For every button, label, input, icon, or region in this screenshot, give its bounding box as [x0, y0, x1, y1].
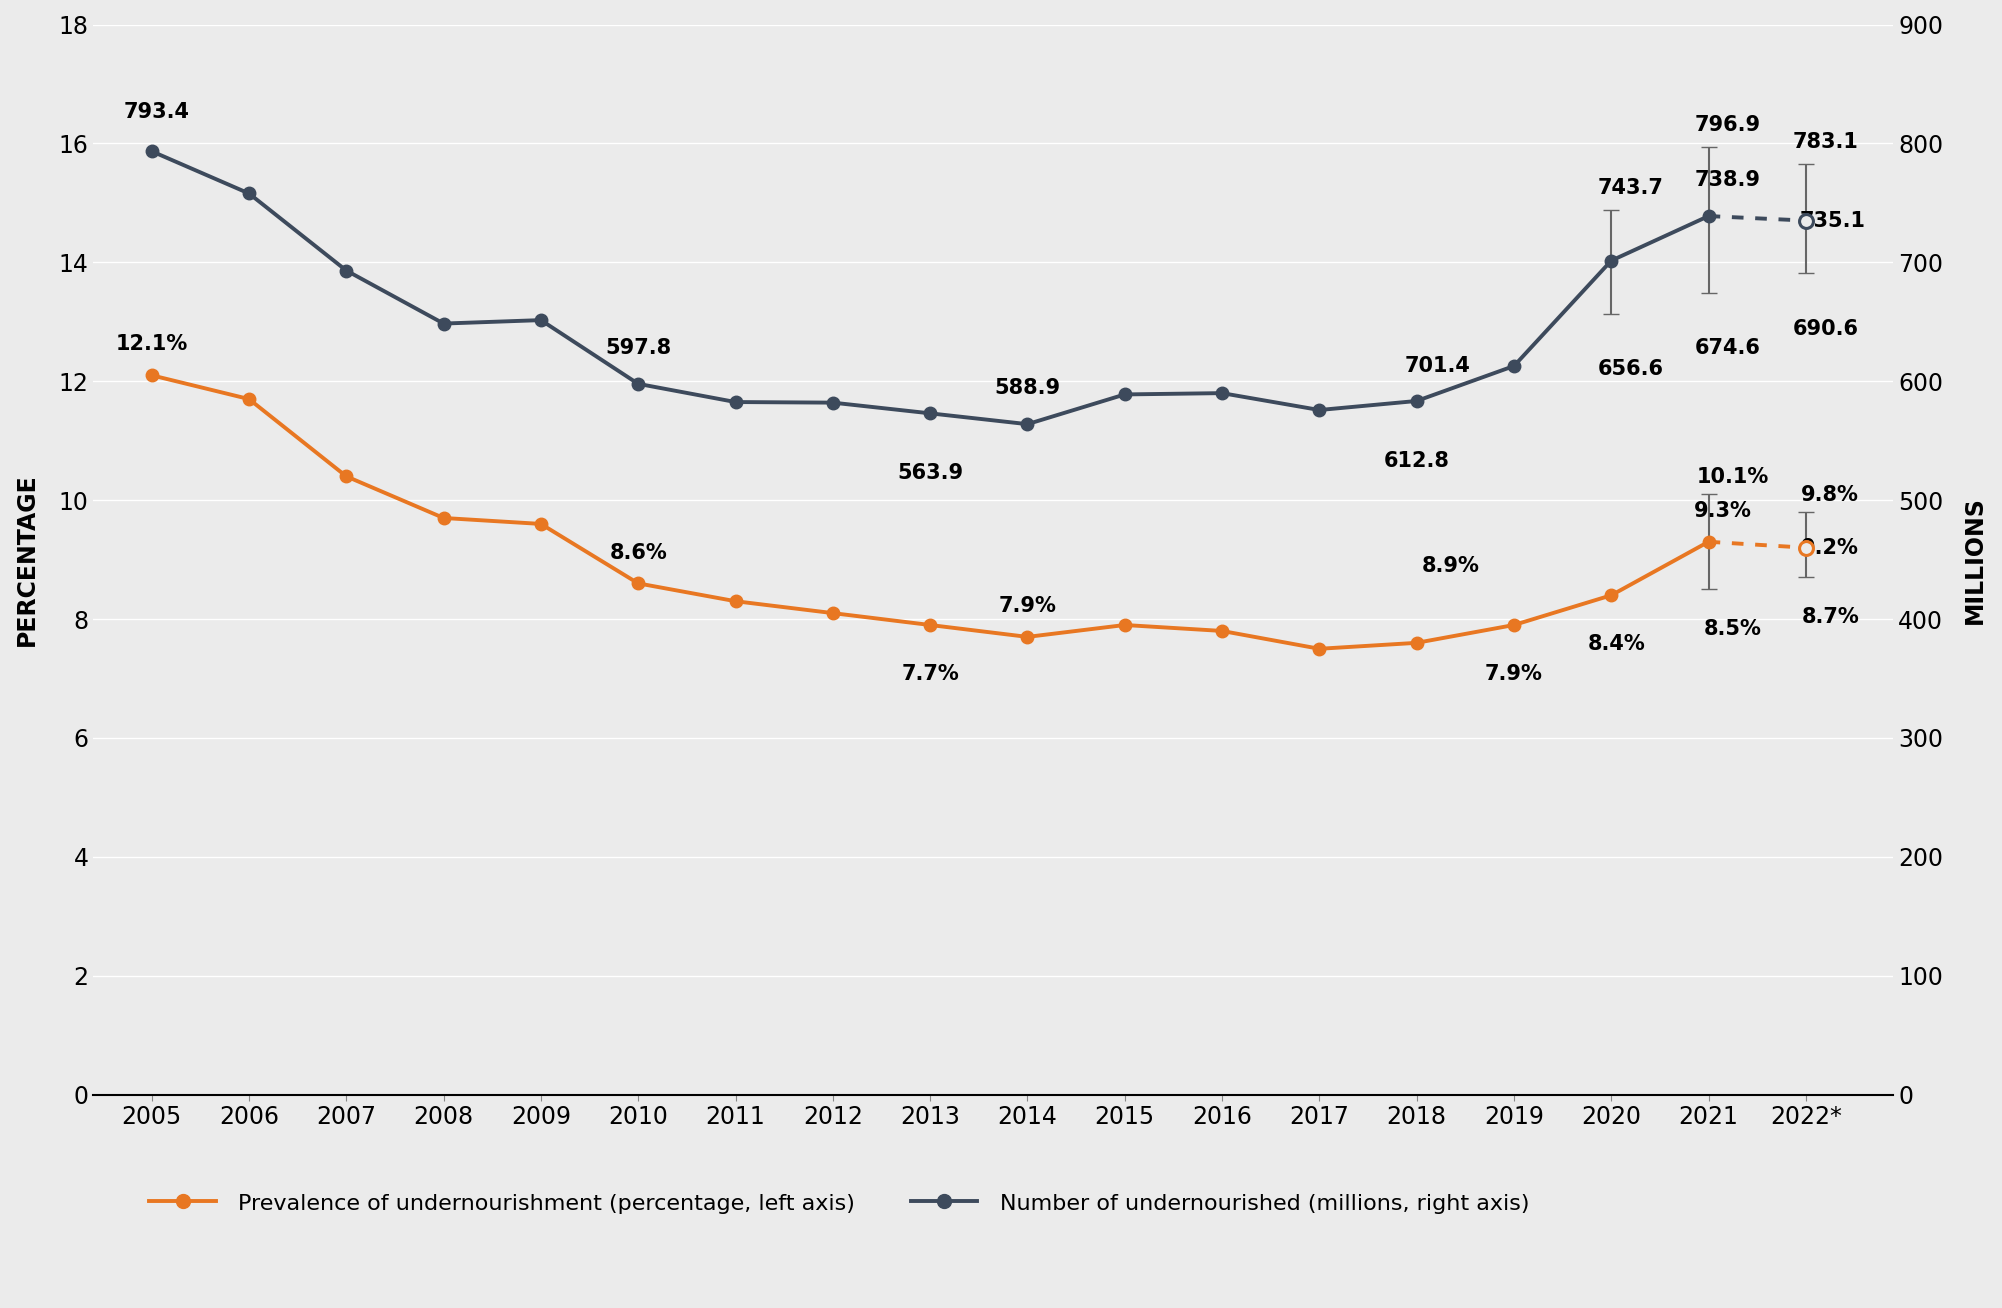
Text: 597.8: 597.8	[605, 337, 671, 357]
Text: 7.9%: 7.9%	[999, 596, 1057, 616]
Text: 8.6%: 8.6%	[609, 543, 667, 562]
Text: 656.6: 656.6	[1598, 360, 1664, 379]
Text: 8.9%: 8.9%	[1421, 556, 1479, 576]
Text: 793.4: 793.4	[124, 102, 190, 122]
Text: 588.9: 588.9	[995, 378, 1061, 398]
Text: 743.7: 743.7	[1598, 178, 1664, 199]
Text: 8.7%: 8.7%	[1802, 607, 1860, 627]
Text: 674.6: 674.6	[1696, 337, 1762, 357]
Y-axis label: MILLIONS: MILLIONS	[1964, 496, 1988, 624]
Text: 783.1: 783.1	[1792, 132, 1858, 152]
Text: 796.9: 796.9	[1696, 115, 1762, 135]
Text: 9.2%: 9.2%	[1802, 538, 1860, 557]
Text: 735.1: 735.1	[1800, 211, 1866, 230]
Text: 7.9%: 7.9%	[1485, 663, 1544, 684]
Y-axis label: PERCENTAGE: PERCENTAGE	[14, 473, 38, 646]
Legend: Prevalence of undernourishment (percentage, left axis), Number of undernourished: Prevalence of undernourishment (percenta…	[140, 1184, 1538, 1223]
Text: 7.7%: 7.7%	[901, 663, 959, 684]
Text: 563.9: 563.9	[897, 463, 963, 483]
Text: 612.8: 612.8	[1383, 451, 1449, 471]
Text: 10.1%: 10.1%	[1698, 467, 1770, 487]
Text: 701.4: 701.4	[1403, 356, 1469, 375]
Text: 8.4%: 8.4%	[1588, 634, 1646, 654]
Text: 12.1%: 12.1%	[116, 335, 188, 354]
Text: 8.5%: 8.5%	[1704, 619, 1762, 640]
Text: 738.9: 738.9	[1696, 170, 1762, 190]
Text: 690.6: 690.6	[1792, 319, 1858, 339]
Text: 9.8%: 9.8%	[1802, 485, 1860, 505]
Text: 9.3%: 9.3%	[1694, 501, 1752, 521]
